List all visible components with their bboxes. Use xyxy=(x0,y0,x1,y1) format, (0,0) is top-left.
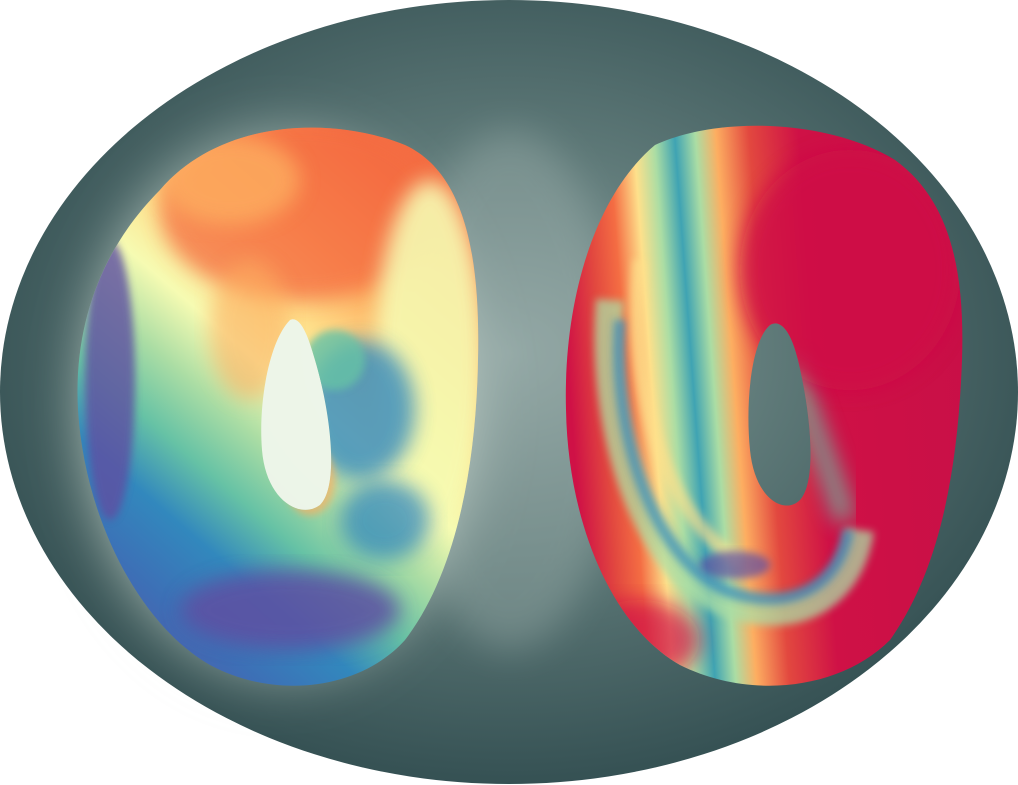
scene xyxy=(0,0,1018,784)
